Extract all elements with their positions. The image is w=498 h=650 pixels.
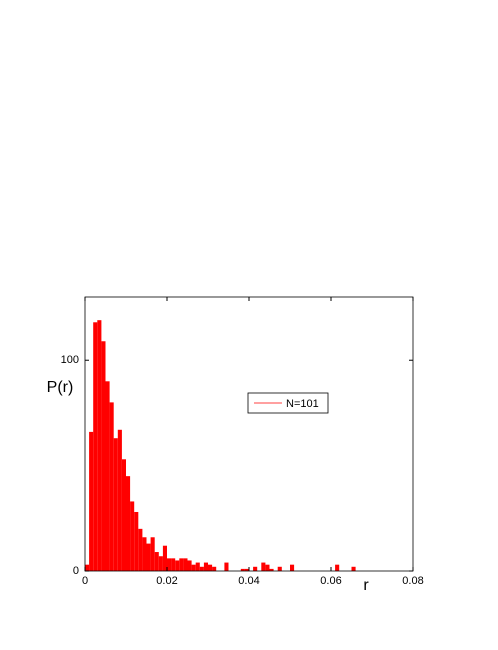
y-tick-label: 100	[61, 354, 79, 366]
bar	[224, 562, 229, 571]
bar	[97, 320, 102, 571]
bar	[154, 552, 159, 571]
bar	[85, 564, 90, 571]
bar	[199, 566, 204, 571]
x-tick-label: 0.08	[402, 575, 423, 587]
bar	[261, 562, 266, 571]
bar	[187, 560, 192, 571]
bar	[240, 568, 245, 571]
bar	[179, 558, 184, 571]
bar	[195, 562, 200, 571]
x-tick-label: 0.06	[320, 575, 341, 587]
bar	[277, 566, 282, 571]
bar	[126, 476, 131, 571]
y-axis-label: P(r)	[47, 379, 74, 396]
bar	[117, 429, 122, 571]
bar	[253, 566, 258, 571]
bar	[269, 568, 274, 571]
legend-box	[247, 392, 329, 414]
bar	[89, 431, 94, 571]
bar	[162, 545, 167, 571]
bar	[203, 562, 208, 571]
bar	[265, 564, 270, 571]
bar	[134, 511, 139, 571]
bar	[101, 341, 106, 571]
bar	[150, 537, 155, 571]
bar	[167, 558, 172, 571]
bar	[175, 560, 180, 571]
bar	[138, 528, 143, 571]
y-tick-label: 0	[73, 565, 79, 577]
x-axis-label: r	[363, 577, 369, 594]
bar	[351, 566, 356, 571]
bar	[290, 564, 295, 571]
bar	[208, 564, 213, 571]
bar	[212, 566, 217, 571]
bar	[105, 381, 110, 571]
bar	[113, 438, 118, 571]
bar	[191, 564, 196, 571]
x-tick-label: 0.02	[156, 575, 177, 587]
bar	[121, 459, 126, 571]
bar	[244, 568, 249, 571]
legend-label: N=101	[286, 398, 319, 410]
x-tick-label: 0.04	[238, 575, 259, 587]
bar	[183, 558, 188, 571]
bar	[146, 543, 151, 571]
bar	[130, 501, 135, 571]
bar	[335, 564, 340, 571]
bar	[142, 537, 147, 571]
bar	[171, 558, 176, 571]
bar	[158, 556, 163, 571]
bar	[109, 402, 114, 571]
x-tick-label: 0	[82, 575, 88, 587]
bar	[93, 322, 98, 571]
